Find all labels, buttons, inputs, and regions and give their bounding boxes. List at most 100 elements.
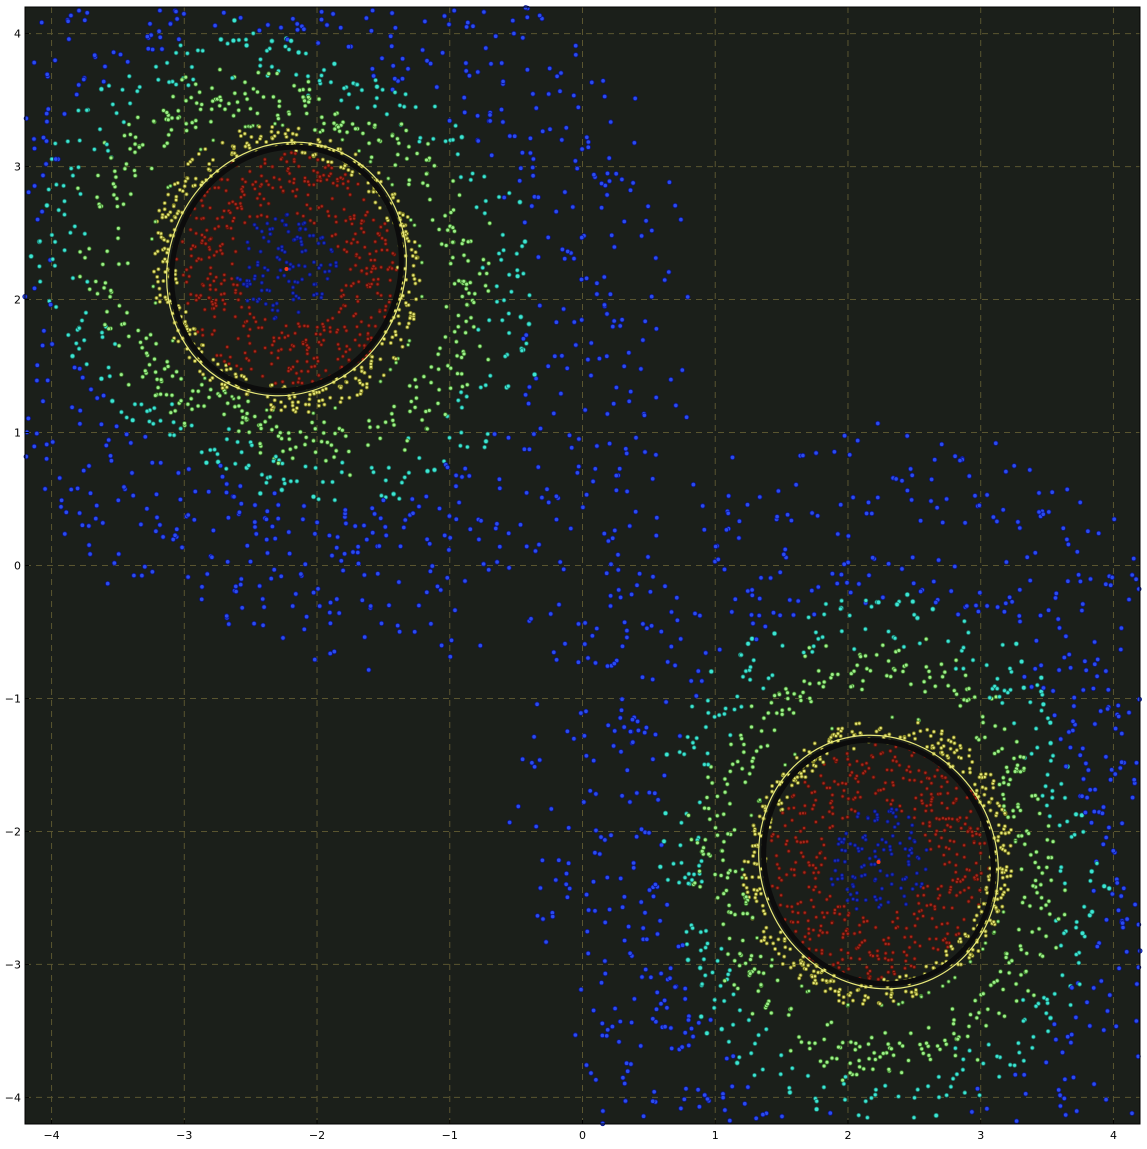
scatter-point — [739, 736, 744, 741]
scatter-point — [77, 366, 83, 372]
scatter-point — [383, 478, 389, 483]
scatter-point — [722, 776, 728, 782]
scatter-point — [481, 174, 487, 179]
scatter-point — [884, 673, 890, 678]
scatter-point — [880, 886, 885, 891]
scatter-point — [882, 1083, 888, 1089]
scatter-point — [278, 24, 284, 31]
scatter-point — [807, 681, 813, 686]
scatter-point — [855, 898, 860, 903]
scatter-point — [129, 470, 135, 476]
scatter-point — [1002, 883, 1007, 888]
scatter-point — [49, 341, 55, 347]
scatter-point — [346, 179, 351, 184]
scatter-point — [851, 646, 857, 652]
scatter-point — [696, 863, 702, 868]
scatter-point — [969, 895, 974, 900]
scatter-point — [867, 976, 872, 981]
scatter-point — [192, 183, 197, 188]
scatter-point — [307, 272, 312, 277]
scatter-point — [910, 823, 915, 828]
scatter-point — [875, 812, 880, 817]
scatter-point — [229, 394, 234, 399]
scatter-point — [604, 1033, 610, 1039]
scatter-point — [155, 249, 160, 254]
scatter-point — [593, 1077, 599, 1083]
scatter-point — [1064, 536, 1070, 543]
scatter-point — [144, 350, 149, 356]
scatter-point — [1001, 609, 1008, 615]
scatter-point — [390, 182, 395, 187]
scatter-point — [309, 364, 314, 369]
scatter-point — [921, 821, 926, 826]
scatter-point — [934, 960, 939, 965]
scatter-point — [244, 411, 250, 416]
scatter-point — [194, 100, 200, 106]
scatter-point — [264, 508, 270, 514]
scatter-point — [333, 232, 338, 237]
y-tick-label: 2 — [14, 294, 21, 307]
scatter-point — [1016, 1040, 1021, 1046]
scatter-point — [878, 896, 883, 901]
scatter-point — [777, 866, 782, 871]
scatter-point — [984, 492, 990, 498]
scatter-point — [230, 37, 236, 44]
scatter-point — [944, 953, 949, 958]
scatter-point — [1023, 1091, 1029, 1097]
scatter-point — [845, 533, 852, 539]
scatter-point — [980, 714, 985, 719]
scatter-point — [158, 460, 164, 466]
scatter-point — [773, 947, 778, 952]
scatter-point — [1136, 696, 1143, 702]
scatter-point — [627, 523, 633, 529]
scatter-point — [537, 885, 544, 891]
scatter-point — [143, 368, 148, 374]
scatter-point — [712, 997, 717, 1003]
scatter-point — [379, 265, 384, 270]
scatter-point — [827, 1110, 833, 1116]
scatter-point — [940, 519, 946, 526]
scatter-point — [210, 98, 216, 104]
scatter-point — [424, 426, 430, 432]
scatter-point — [527, 150, 534, 156]
scatter-point — [611, 401, 617, 407]
scatter-point — [1036, 509, 1042, 515]
scatter-point — [743, 961, 748, 966]
scatter-point — [885, 819, 890, 824]
scatter-point — [286, 229, 291, 234]
scatter-point — [936, 741, 941, 746]
scatter-point — [936, 1074, 942, 1080]
scatter-point — [188, 265, 193, 270]
scatter-point — [683, 1086, 689, 1092]
scatter-point — [703, 724, 709, 730]
scatter-point — [163, 214, 168, 219]
scatter-point — [280, 461, 285, 466]
scatter-point — [517, 522, 524, 528]
scatter-point — [847, 452, 853, 458]
scatter-point — [1026, 831, 1031, 836]
scatter-point — [537, 757, 543, 763]
scatter-point — [87, 551, 93, 557]
scatter-point — [228, 210, 233, 215]
scatter-point — [759, 728, 764, 734]
scatter-point — [412, 223, 417, 228]
scatter-point — [748, 957, 753, 962]
scatter-point — [222, 278, 227, 283]
scatter-point — [788, 965, 793, 970]
scatter-point — [835, 672, 841, 677]
scatter-point — [243, 179, 248, 184]
scatter-point — [531, 431, 537, 437]
scatter-point — [438, 587, 444, 593]
scatter-point — [486, 317, 492, 323]
scatter-point — [951, 735, 956, 740]
scatter-point — [820, 978, 825, 983]
scatter-point — [1013, 1118, 1020, 1124]
scatter-point — [671, 861, 676, 866]
scatter-point — [732, 596, 738, 602]
scatter-point — [296, 164, 301, 169]
scatter-point — [625, 1068, 631, 1074]
scatter-point — [378, 515, 384, 521]
scatter-point — [537, 425, 544, 432]
scatter-point — [115, 497, 121, 503]
scatter-point — [703, 945, 708, 950]
